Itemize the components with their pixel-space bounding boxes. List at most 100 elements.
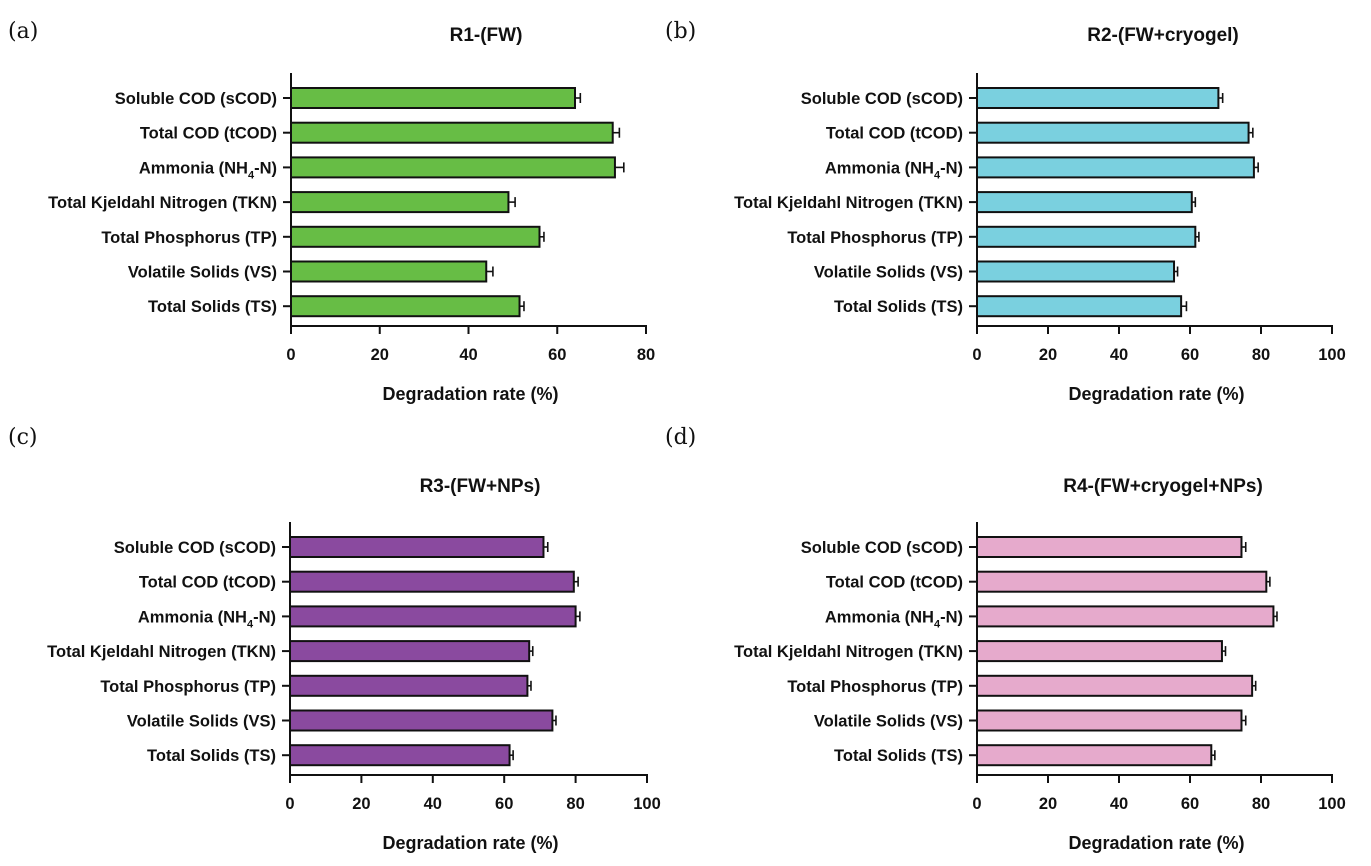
error-bar	[1252, 680, 1257, 691]
category-label: Ammonia (NH4-N)	[139, 159, 277, 181]
bar	[289, 640, 531, 663]
bar	[976, 191, 1193, 214]
bar	[289, 744, 511, 767]
chart-title: R1-(FW)	[450, 25, 523, 46]
category-label: Soluble COD (sCOD)	[801, 90, 963, 108]
bar	[976, 640, 1223, 663]
category-label: Ammonia (NH4-N)	[825, 159, 963, 181]
x-tick-label: 20	[371, 346, 389, 364]
bar	[976, 674, 1254, 697]
bar	[289, 709, 554, 732]
error-bar	[614, 162, 625, 173]
category-label: Total Solids (TS)	[834, 298, 963, 316]
x-tick-label: 80	[1252, 346, 1270, 364]
x-tick-label: 40	[424, 795, 442, 813]
bar	[289, 674, 529, 697]
x-tick-label: 100	[1318, 346, 1346, 364]
panel-letter: (a)	[8, 19, 38, 44]
error-bar	[1266, 576, 1271, 587]
error-bar	[1241, 542, 1247, 552]
bar	[976, 709, 1243, 732]
error-bar	[1253, 162, 1259, 173]
x-tick-label: 40	[1110, 346, 1128, 364]
chart-title: R2-(FW+cryogel)	[1087, 25, 1239, 46]
x-tick-label: 80	[637, 346, 655, 364]
category-label: Total COD (tCOD)	[139, 574, 276, 592]
chart-panel-3: (c) R3-(FW+NPs) Soluble COD (sCOD) Total CO…	[8, 425, 661, 853]
x-tick-label: 20	[1039, 346, 1057, 364]
category-label: Total COD (tCOD)	[826, 125, 963, 143]
bar	[290, 87, 576, 109]
chart-panel-1: (a) R1-(FW) Soluble COD (sCOD) Total COD (t…	[8, 19, 655, 404]
bar	[976, 605, 1275, 628]
error-bar	[1181, 301, 1188, 312]
error-bar	[1195, 231, 1200, 242]
category-label: Total Kjeldahl Nitrogen (TKN)	[48, 194, 277, 212]
x-tick-label: 20	[352, 795, 370, 813]
error-bar	[508, 197, 516, 208]
bar	[289, 536, 545, 558]
panel-letter: (b)	[665, 19, 696, 44]
bar	[290, 225, 541, 248]
category-label: Total Phosphorus (TP)	[100, 678, 276, 696]
bar	[290, 156, 616, 179]
x-axis-title: Degradation rate (%)	[1068, 833, 1244, 853]
error-bar	[543, 542, 549, 552]
x-tick-label: 40	[1110, 795, 1128, 813]
bar	[289, 570, 575, 593]
error-bar	[486, 266, 494, 277]
bar	[976, 87, 1220, 109]
category-label: Total Solids (TS)	[147, 747, 276, 765]
category-label: Soluble COD (sCOD)	[115, 90, 277, 108]
bar	[976, 156, 1255, 179]
bar	[976, 744, 1213, 767]
category-label: Total Phosphorus (TP)	[787, 229, 963, 247]
x-axis-title: Degradation rate (%)	[382, 833, 558, 853]
category-label: Ammonia (NH4-N)	[138, 608, 276, 630]
error-bar	[1191, 197, 1197, 208]
category-label: Volatile Solids (VS)	[814, 264, 963, 282]
bar	[290, 121, 614, 144]
category-label: Soluble COD (sCOD)	[114, 539, 276, 557]
error-bar	[1174, 266, 1179, 277]
error-bar	[552, 715, 557, 726]
bar	[976, 570, 1268, 593]
category-label: Total COD (tCOD)	[826, 574, 963, 592]
error-bar	[1211, 750, 1216, 761]
chart-title: R4-(FW+cryogel+NPs)	[1063, 476, 1263, 497]
category-label: Total Solids (TS)	[148, 298, 277, 316]
x-tick-label: 60	[1181, 346, 1199, 364]
error-bar	[1248, 127, 1254, 138]
x-tick-label: 60	[1181, 795, 1199, 813]
bar	[976, 260, 1176, 283]
bar	[290, 191, 510, 214]
x-tick-label: 60	[495, 795, 513, 813]
bar	[290, 260, 488, 283]
error-bar	[575, 93, 582, 103]
bar	[976, 536, 1243, 558]
panel-letter: (c)	[8, 425, 38, 450]
category-label: Volatile Solids (VS)	[127, 713, 276, 731]
category-label: Total Phosphorus (TP)	[101, 229, 277, 247]
x-axis-title: Degradation rate (%)	[1068, 384, 1244, 404]
x-tick-label: 80	[566, 795, 584, 813]
x-tick-label: 40	[459, 346, 477, 364]
error-bar	[509, 750, 514, 761]
x-tick-label: 0	[286, 346, 295, 364]
error-bar	[1221, 646, 1227, 657]
x-tick-label: 80	[1252, 795, 1270, 813]
error-bar	[575, 611, 581, 622]
error-bar	[612, 127, 621, 138]
x-tick-label: 0	[972, 795, 981, 813]
x-tick-label: 100	[1318, 795, 1346, 813]
category-label: Volatile Solids (VS)	[814, 713, 963, 731]
error-bar	[1241, 715, 1247, 726]
error-bar	[539, 231, 545, 242]
category-label: Total Kjeldahl Nitrogen (TKN)	[734, 643, 963, 661]
error-bar	[573, 576, 579, 587]
category-label: Total Solids (TS)	[834, 747, 963, 765]
chart-panel-2: (b) R2-(FW+cryogel) Soluble COD (sCOD) Tota…	[665, 19, 1346, 404]
error-bar	[527, 680, 532, 691]
panel-letter: (d)	[665, 425, 696, 450]
x-tick-label: 60	[548, 346, 566, 364]
